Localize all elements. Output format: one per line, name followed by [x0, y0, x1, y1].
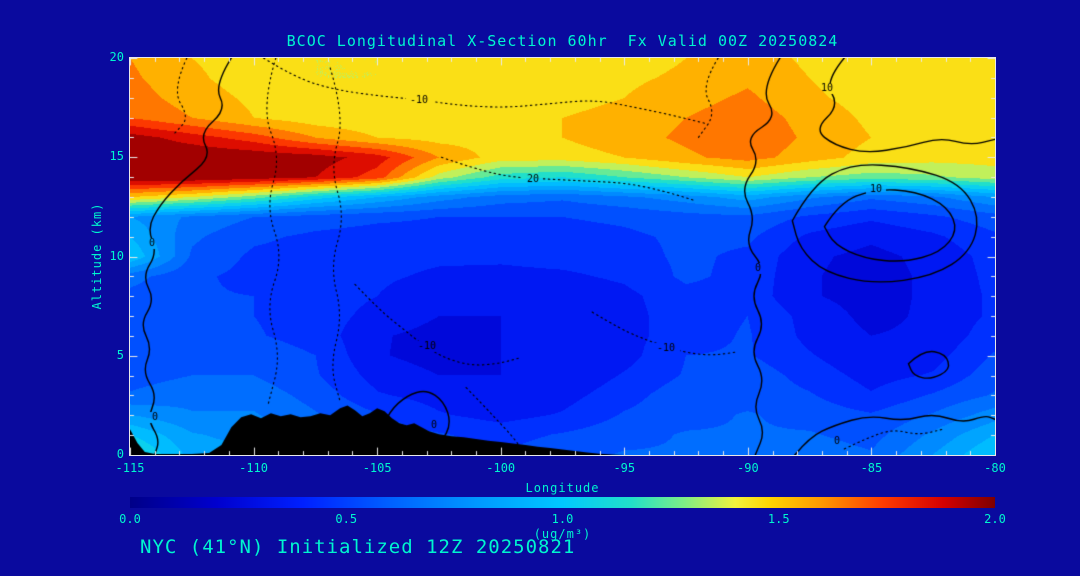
colorbar-tick-label: 2.0 — [984, 512, 1006, 526]
x-tick-label: -90 — [737, 461, 759, 475]
y-tick-label: 10 — [109, 248, 124, 263]
colorbar-tick-label: 0.0 — [119, 512, 141, 526]
x-tick-label: -85 — [860, 461, 883, 475]
x-tick-label: -80 — [984, 461, 1006, 475]
x-tick-label: -100 — [486, 461, 516, 475]
colorbar — [130, 497, 995, 508]
x-tick-label: -115 — [115, 461, 145, 475]
plot-area — [129, 57, 996, 456]
x-axis-label: Longitude — [525, 481, 600, 495]
x-tick-label: -105 — [362, 461, 392, 475]
x-tick-label: -110 — [239, 461, 269, 475]
chart-title: BCOC Longitudinal X-Section 60hr Fx Vali… — [286, 32, 839, 50]
colorbar-tick-label: 0.5 — [335, 512, 358, 526]
x-tick-label: -95 — [613, 461, 636, 475]
y-tick-label: 20 — [109, 50, 124, 64]
y-tick-label: 15 — [109, 149, 124, 164]
run-init-label: NYC (41°N) Initialized 12Z 20250821 — [140, 536, 576, 558]
y-tick-label: 5 — [116, 347, 124, 362]
colorbar-tick-label: 1.0 — [551, 512, 574, 526]
y-tick-label: 0 — [116, 447, 124, 461]
colorbar-units-label: (ug/m³) — [533, 527, 592, 541]
xsection-plot-canvas — [130, 58, 995, 455]
colorbar-tick-label: 1.5 — [767, 512, 790, 526]
